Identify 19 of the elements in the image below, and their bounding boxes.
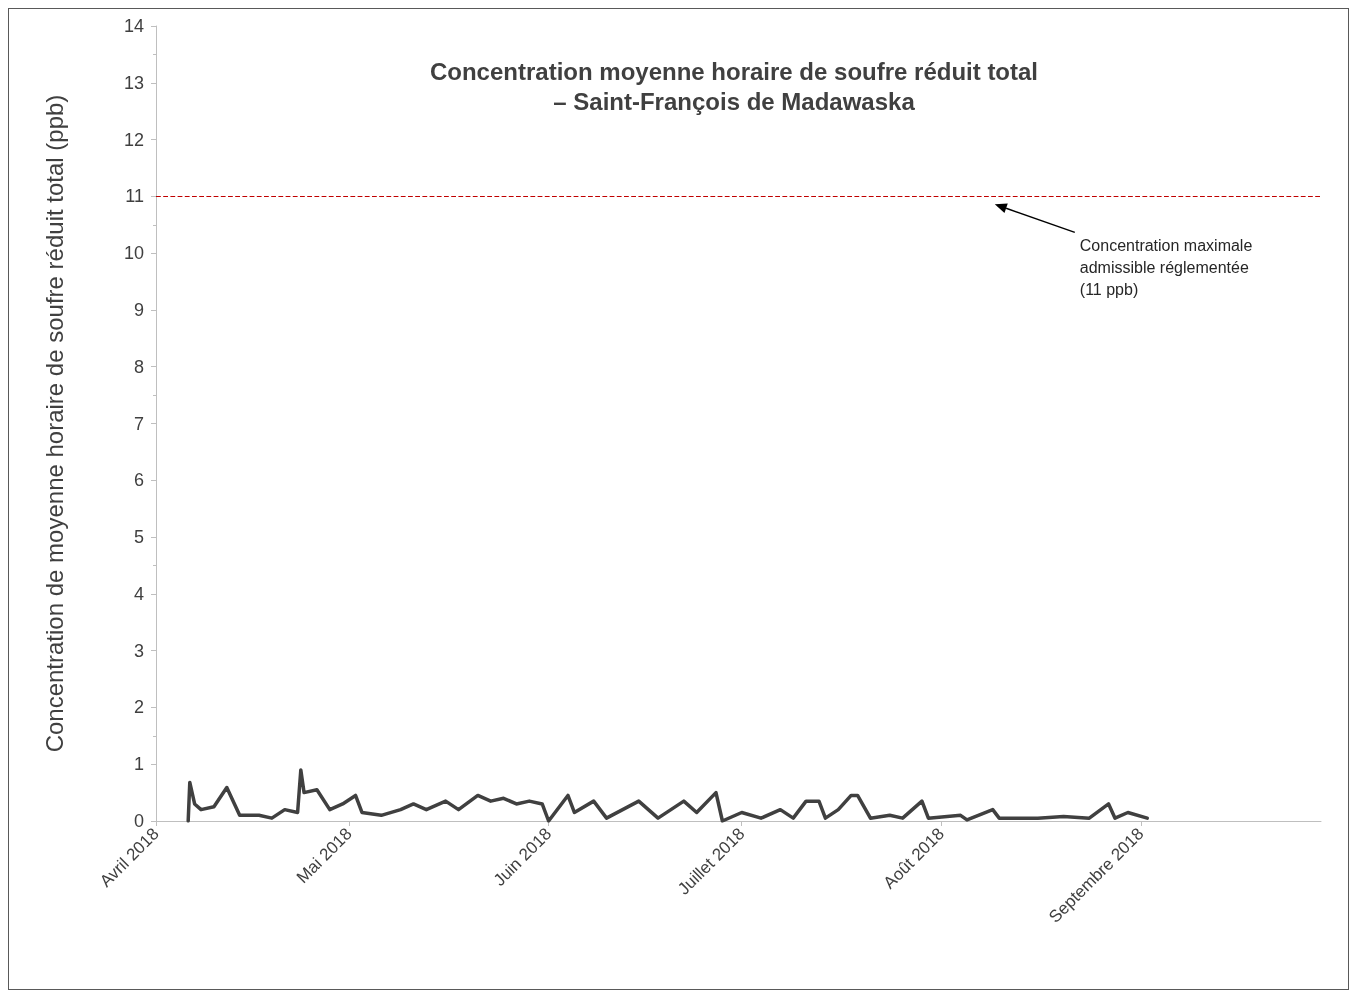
y-tick-label: 3: [133, 640, 144, 661]
y-tick-label: 12: [123, 129, 144, 150]
y-tick-label: 7: [133, 413, 144, 434]
y-tick-label: 10: [123, 243, 144, 264]
line-series: [186, 768, 1149, 823]
y-tick-label: 14: [123, 16, 144, 36]
y-tick-label: 2: [133, 697, 144, 718]
y-tick-label: 8: [133, 356, 144, 377]
text: Concentration moyenne horaire de soufre réduit total – Saint-François de Madawaska: [429, 57, 1039, 115]
y-tick-label: 11: [125, 186, 144, 207]
y-tick-label: 5: [133, 527, 144, 548]
y-tick-label: 1: [133, 754, 144, 775]
y-tick-label: 13: [123, 72, 144, 93]
y-axis-title: Concentration de moyenne horaire de soufre réduit total (ppb): [40, 94, 68, 753]
y-tick-label: 0: [133, 811, 144, 831]
y-tick-label: 6: [133, 470, 144, 491]
y-tick-label: 4: [133, 583, 144, 604]
y-tick-label: 9: [133, 299, 144, 320]
annotation: Concentration maximale admissible réglementée (11 ppb): [1079, 236, 1253, 298]
